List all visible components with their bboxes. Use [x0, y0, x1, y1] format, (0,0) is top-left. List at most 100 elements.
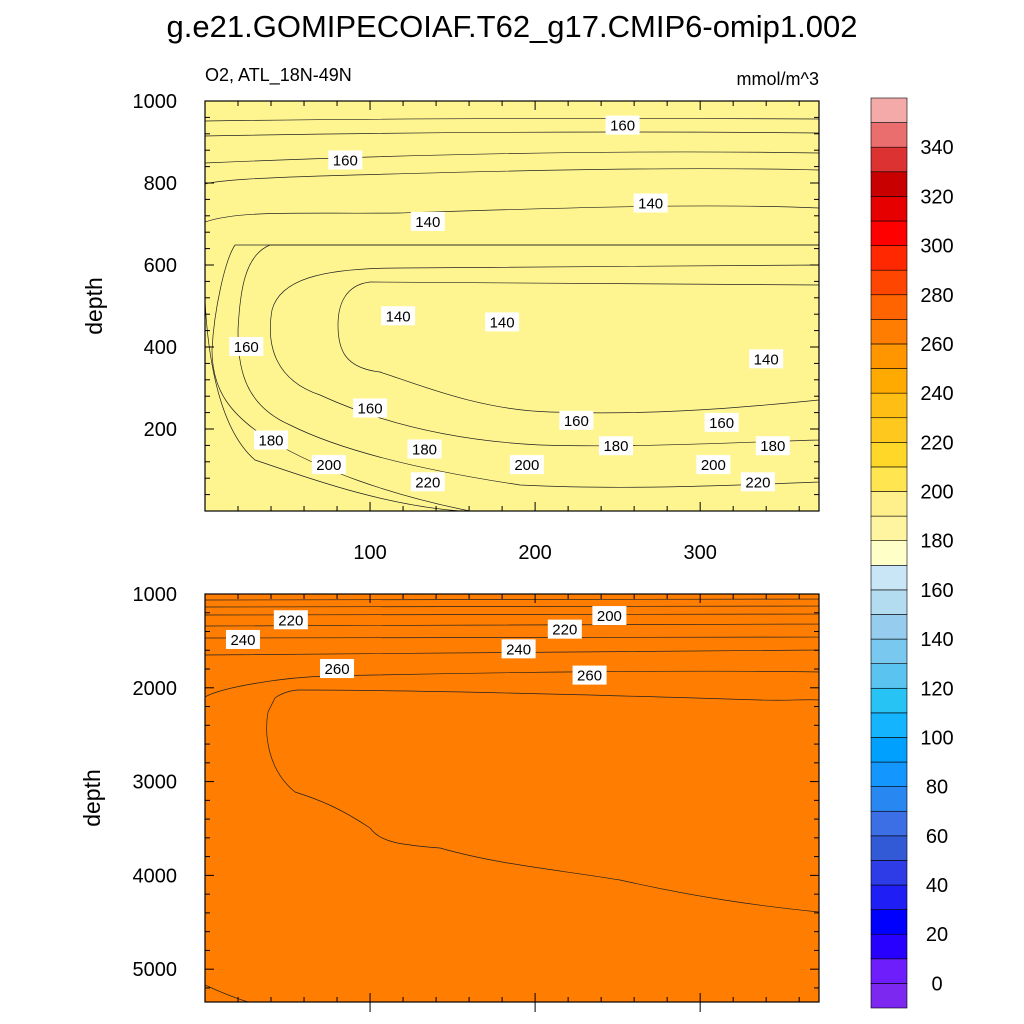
colorbar-box	[870, 761, 908, 787]
contour-label: 140	[410, 211, 445, 231]
y-tick-label: 800	[144, 173, 177, 195]
contour-label: 160	[229, 337, 264, 356]
contour-label: 200	[311, 455, 346, 475]
colorbar-tick-label: 80	[926, 777, 948, 799]
upper-band-210	[205, 101, 819, 164]
colorbar-box	[870, 515, 908, 542]
contour-label-text: 180	[760, 438, 785, 455]
upper-band-190	[205, 101, 819, 223]
upper-band-150	[237, 244, 819, 488]
colorbar-box	[870, 835, 908, 861]
contour-label-text: 220	[552, 622, 577, 639]
y-tick-label: 1000	[133, 584, 178, 606]
upper-contour-labels: 220 220 200 200 200 180 180 180 180 160 160 160 160 1…	[229, 115, 790, 492]
contour-label-bg	[501, 639, 536, 659]
contour-label-bg	[273, 610, 308, 630]
y-tick-label: 3000	[133, 772, 178, 794]
lower-x-axis	[237, 594, 800, 1012]
x-tick-label: 200	[518, 542, 551, 564]
colorbar-tick-label: 300	[920, 236, 953, 258]
contour-label: 220	[410, 472, 445, 492]
upper-panel: O2, ATL_18N-49N mmol/m^3 100 200 300 200 40…	[81, 65, 820, 564]
colorbar-box	[870, 958, 908, 984]
contour-label-bg	[353, 398, 388, 418]
figure-title: g.e21.GOMIPECOIAF.T62_g17.CMIP6-omip1.00…	[167, 9, 858, 44]
contour-label-text: 200	[701, 457, 726, 474]
contour-label-text: 200	[597, 608, 622, 625]
contour-label-bg	[254, 430, 289, 450]
colorbar-tick-label: 320	[920, 186, 953, 208]
colorbar-box	[870, 491, 908, 517]
contour-label: 180	[598, 436, 633, 456]
lower-bottom-edge-contour	[205, 984, 249, 1002]
contour-label-bg	[407, 439, 442, 459]
y-tick-label: 2000	[133, 678, 178, 700]
contour-label-text: 220	[745, 474, 770, 491]
colorbar-tick-label: 160	[920, 580, 953, 602]
contour-label-bg	[605, 115, 640, 135]
upper-band-200	[205, 101, 819, 185]
upper-band-160	[205, 101, 819, 511]
colorbar-box	[870, 343, 908, 369]
contour-label-text: 200	[514, 457, 539, 474]
contour-label-bg	[410, 211, 445, 231]
colorbar-box	[870, 663, 908, 689]
colorbar-box	[870, 368, 908, 394]
contour-label-text: 220	[278, 612, 303, 629]
contour-label-text: 180	[412, 442, 437, 459]
contour-label: 180	[407, 439, 442, 459]
y-tick-label: 400	[144, 337, 177, 359]
colorbar-tick-label: 140	[920, 629, 953, 651]
colorbar-box	[870, 712, 908, 738]
colorbar-box	[870, 146, 908, 173]
contour-label-bg	[225, 629, 260, 649]
y-tick-label: 600	[144, 255, 177, 277]
lower-band-210	[205, 594, 819, 608]
colorbar-box	[870, 171, 908, 197]
contour-label-text: 160	[234, 339, 259, 356]
colorbar-box	[870, 196, 908, 222]
colorbar-tick-label: 340	[920, 137, 953, 159]
contour-label-text: 160	[610, 118, 635, 135]
contour-label: 160	[353, 398, 388, 418]
contour-label-bg	[755, 436, 790, 456]
upper-y-axis-title: depth	[81, 277, 107, 335]
contour-label-text: 200	[316, 457, 341, 474]
upper-band-130	[337, 281, 819, 414]
contour-label: 140	[381, 306, 416, 326]
contour-label: 240	[225, 629, 260, 649]
lower-band-260	[205, 594, 819, 698]
contour-label: 260	[572, 665, 607, 685]
contour-label-bg	[572, 665, 607, 685]
contour-label-text: 180	[259, 432, 284, 449]
units-label: mmol/m^3	[737, 69, 819, 89]
contour-label: 140	[749, 349, 784, 369]
colorbar-box	[870, 245, 908, 271]
variable-label: O2, ATL_18N-49N	[205, 65, 352, 86]
upper-band-220	[205, 101, 819, 137]
upper-band-180	[205, 101, 819, 511]
lower-y-axis: 1000 2000 3000 4000 5000	[133, 584, 819, 989]
contour-label-bg	[592, 606, 627, 626]
colorbar-box	[870, 687, 908, 714]
contour-label-bg	[485, 312, 520, 332]
contour-label-bg	[381, 306, 416, 326]
colorbar-box	[870, 122, 908, 148]
contour-label-text: 140	[754, 351, 779, 368]
y-tick-label: 1000	[133, 91, 178, 113]
colorbar-box	[870, 810, 908, 837]
contour-label: 140	[633, 193, 668, 213]
colorbar-tick-label: 120	[920, 678, 953, 700]
contour-label-bg	[410, 472, 445, 492]
colorbar-tick-label: 180	[920, 531, 953, 553]
y-tick-label: 5000	[133, 959, 178, 981]
upper-contour-field	[205, 101, 819, 511]
colorbar-tick-label: 0	[931, 973, 942, 995]
upper-band-230	[205, 101, 819, 122]
colorbar-box	[870, 319, 908, 345]
colorbar-box	[870, 540, 908, 566]
contour-label-bg	[749, 349, 784, 369]
colorbar-tick-label: 240	[920, 383, 953, 405]
